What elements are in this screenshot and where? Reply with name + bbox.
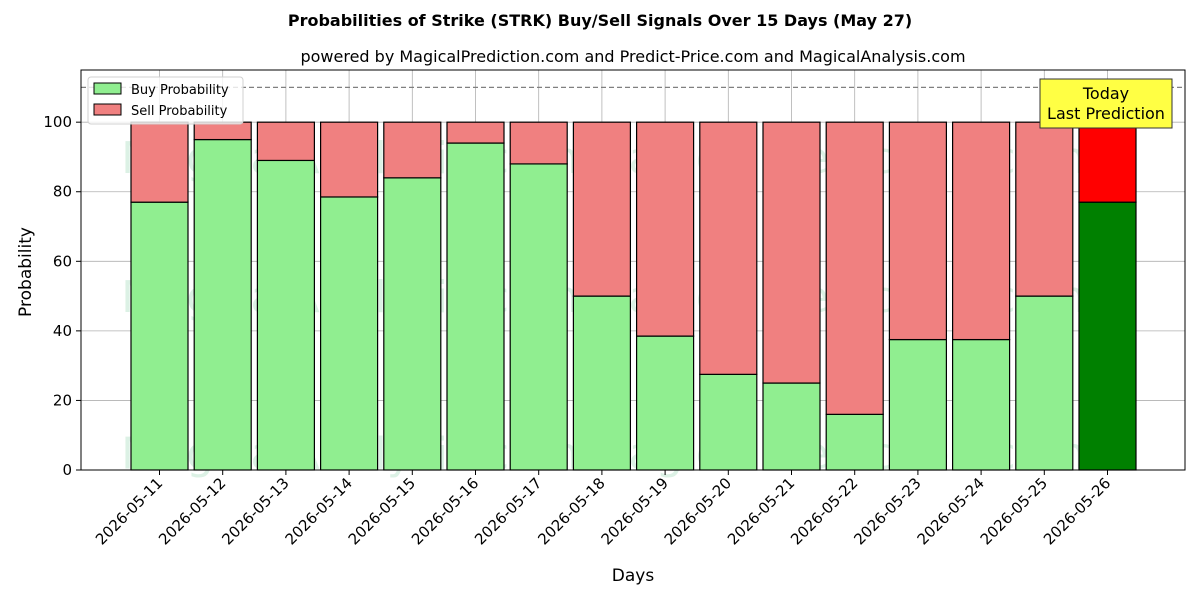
legend: Buy Probability Sell Probability [87, 76, 244, 125]
x-tick-label: 2026-05-23 [850, 474, 924, 548]
buy-bar [193, 138, 252, 471]
x-tick-label: 2026-05-13 [218, 474, 292, 548]
sell-bar [825, 121, 884, 415]
x-tick-label: 2026-05-11 [92, 474, 166, 548]
buy-bar [635, 335, 695, 471]
sell-bar [572, 121, 632, 297]
sell-bar [130, 121, 189, 203]
x-tick-label: 2026-05-19 [598, 474, 672, 548]
sell-bar [509, 121, 568, 165]
x-tick-label: 2026-05-22 [787, 474, 861, 548]
buy-bar [130, 201, 189, 471]
y-tick-label: 0 [62, 461, 72, 479]
sell-bar [951, 121, 1011, 341]
x-tick-label: 2026-05-12 [155, 474, 229, 548]
annotation-line: Today [1082, 84, 1129, 103]
sell-bar [383, 121, 442, 179]
x-tick-label: 2026-05-21 [724, 474, 798, 548]
buy-bar [383, 177, 442, 471]
legend-box [87, 76, 244, 125]
legend-swatch [93, 103, 122, 116]
x-tick-label: 2026-05-26 [1040, 474, 1114, 548]
y-tick-label: 100 [43, 113, 72, 131]
legend-label: Buy Probability [131, 83, 229, 98]
buy-bar [509, 163, 568, 471]
sell-bar [446, 121, 505, 144]
sell-bar [699, 121, 758, 375]
sell-bar [256, 121, 315, 162]
axes [80, 69, 1186, 471]
buy-bar [762, 382, 821, 471]
sell-bar [1078, 121, 1137, 203]
sell-bar [193, 121, 252, 141]
legend-label: Sell Probability [131, 104, 228, 119]
x-tick-label: 2026-05-18 [534, 474, 608, 548]
buy-bar [825, 413, 884, 471]
buy-bar [320, 196, 379, 471]
x-tick-label: 2026-05-17 [471, 474, 545, 548]
buy-bar [951, 338, 1011, 471]
buy-bar [1015, 295, 1074, 471]
x-tick-label: 2026-05-16 [408, 474, 482, 548]
buy-bar [572, 295, 632, 471]
x-tick-label: 2026-05-14 [282, 474, 356, 548]
buy-bar [446, 142, 505, 471]
y-tick-label: 80 [53, 183, 72, 201]
x-tick-label: 2026-05-20 [661, 474, 735, 548]
y-tick-label: 40 [53, 322, 72, 340]
x-tick-label: 2026-05-25 [977, 474, 1051, 548]
x-tick-label: 2026-05-24 [914, 474, 988, 548]
buy-bar [888, 338, 948, 471]
buy-bar [256, 159, 315, 471]
chart-title: Probabilities of Strike (STRK) Buy/Sell … [288, 11, 912, 30]
sell-bar [320, 121, 379, 198]
sell-bar [635, 121, 695, 337]
sell-bar [762, 121, 821, 384]
sell-bar [1015, 121, 1074, 297]
annotation-line: Last Prediction [1047, 104, 1165, 123]
axes-frame [80, 69, 1186, 471]
x-axis-label: Days [612, 566, 655, 586]
annotation-box [1039, 78, 1173, 129]
x-tick-label: 2026-05-15 [345, 474, 419, 548]
y-tick-label: 20 [53, 391, 72, 409]
chart-subtitle: powered by MagicalPrediction.com and Pre… [300, 47, 965, 66]
buy-bar [1078, 201, 1137, 471]
buy-bar [699, 373, 758, 471]
y-tick-label: 60 [53, 252, 72, 270]
sell-bar [888, 121, 948, 341]
y-axis-label: Probability [16, 227, 36, 317]
legend-swatch [93, 82, 122, 95]
bars [130, 121, 1137, 471]
